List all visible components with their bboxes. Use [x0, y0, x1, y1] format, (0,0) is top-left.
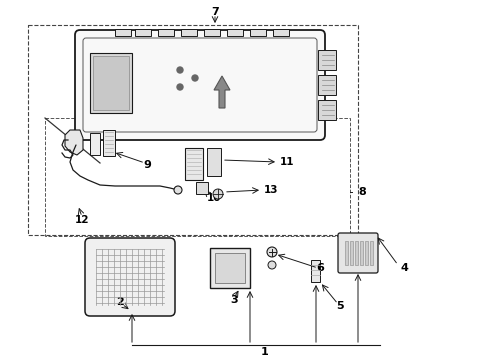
Bar: [103, 130, 115, 156]
FancyBboxPatch shape: [85, 238, 175, 316]
Bar: [227, 29, 243, 36]
Bar: [355, 241, 358, 265]
Text: 7: 7: [211, 7, 219, 17]
Bar: [93, 56, 129, 110]
Bar: [273, 29, 289, 36]
Text: 5: 5: [336, 301, 344, 311]
Bar: [318, 50, 336, 70]
Bar: [181, 29, 197, 36]
Text: 8: 8: [358, 187, 366, 197]
Bar: [311, 260, 320, 282]
Bar: [158, 29, 174, 36]
Polygon shape: [214, 76, 230, 108]
Circle shape: [192, 75, 198, 81]
Bar: [185, 148, 203, 180]
Text: 4: 4: [400, 263, 408, 273]
Bar: [45, 118, 350, 236]
Circle shape: [268, 261, 276, 269]
Circle shape: [177, 84, 183, 90]
Text: 9: 9: [143, 160, 151, 170]
Bar: [370, 241, 373, 265]
Circle shape: [213, 189, 223, 199]
Bar: [207, 148, 221, 176]
Circle shape: [177, 67, 183, 73]
Bar: [90, 53, 132, 113]
Polygon shape: [65, 130, 83, 155]
Bar: [345, 241, 348, 265]
Text: 3: 3: [230, 295, 238, 305]
Text: 11: 11: [280, 157, 294, 167]
Text: 13: 13: [264, 185, 278, 195]
Bar: [318, 75, 336, 95]
Text: 10: 10: [207, 193, 221, 203]
Bar: [365, 241, 368, 265]
Circle shape: [174, 186, 182, 194]
Bar: [360, 241, 363, 265]
Text: 2: 2: [116, 297, 124, 307]
Bar: [115, 29, 131, 36]
Bar: [210, 248, 250, 288]
Bar: [350, 241, 353, 265]
Text: 1: 1: [261, 347, 269, 357]
Text: 12: 12: [75, 215, 89, 225]
Bar: [250, 29, 266, 36]
Bar: [196, 182, 208, 194]
Bar: [318, 100, 336, 120]
Circle shape: [267, 247, 277, 257]
Bar: [135, 29, 151, 36]
Bar: [204, 29, 220, 36]
FancyBboxPatch shape: [338, 233, 378, 273]
Text: 6: 6: [316, 263, 324, 273]
Bar: [215, 253, 245, 283]
FancyBboxPatch shape: [75, 30, 325, 140]
Bar: [28, 25, 358, 235]
Bar: [90, 133, 100, 155]
